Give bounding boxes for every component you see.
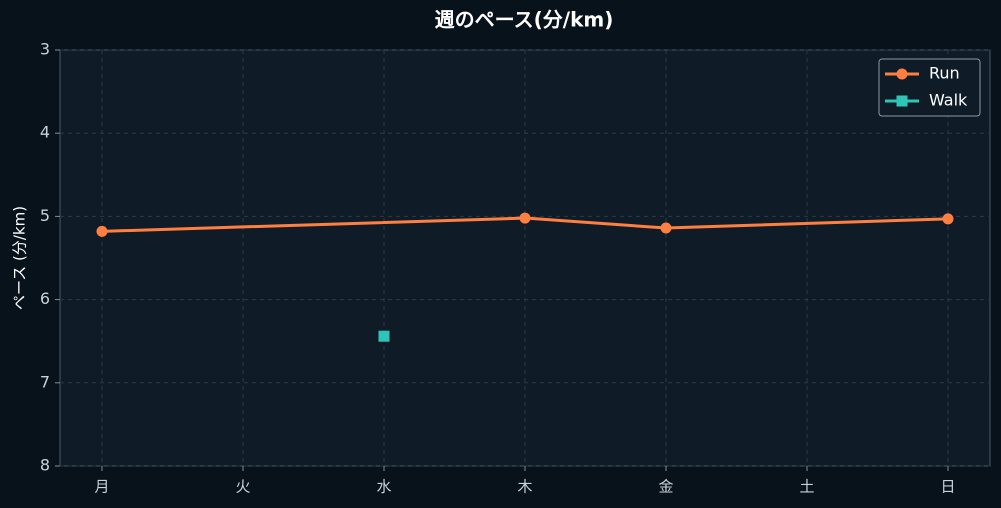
x-tick-label: 月 [94,478,109,496]
y-tick-label: 3 [40,40,50,59]
x-tick-label: 金 [658,478,673,496]
chart-title: 週のペース(分/km) [435,8,614,32]
y-axis-label: ペース (分/km) [11,206,29,310]
y-tick-label: 7 [40,372,50,391]
legend-label: Run [929,64,960,83]
marker [896,68,908,80]
marker [96,225,108,237]
y-tick-label: 6 [40,289,50,308]
x-tick-label: 日 [940,478,955,496]
y-tick-label: 8 [40,456,50,475]
x-tick-label: 火 [235,478,250,496]
y-tick-label: 5 [40,206,50,225]
y-tick-label: 4 [40,123,50,142]
x-tick-label: 水 [376,478,391,496]
x-tick-label: 木 [517,478,532,496]
marker [942,213,954,225]
x-tick-label: 土 [799,478,814,496]
marker [378,330,390,342]
marker [896,95,908,107]
marker [660,222,672,234]
legend-label: Walk [929,91,968,110]
series-line [101,216,949,233]
marker [519,212,531,224]
